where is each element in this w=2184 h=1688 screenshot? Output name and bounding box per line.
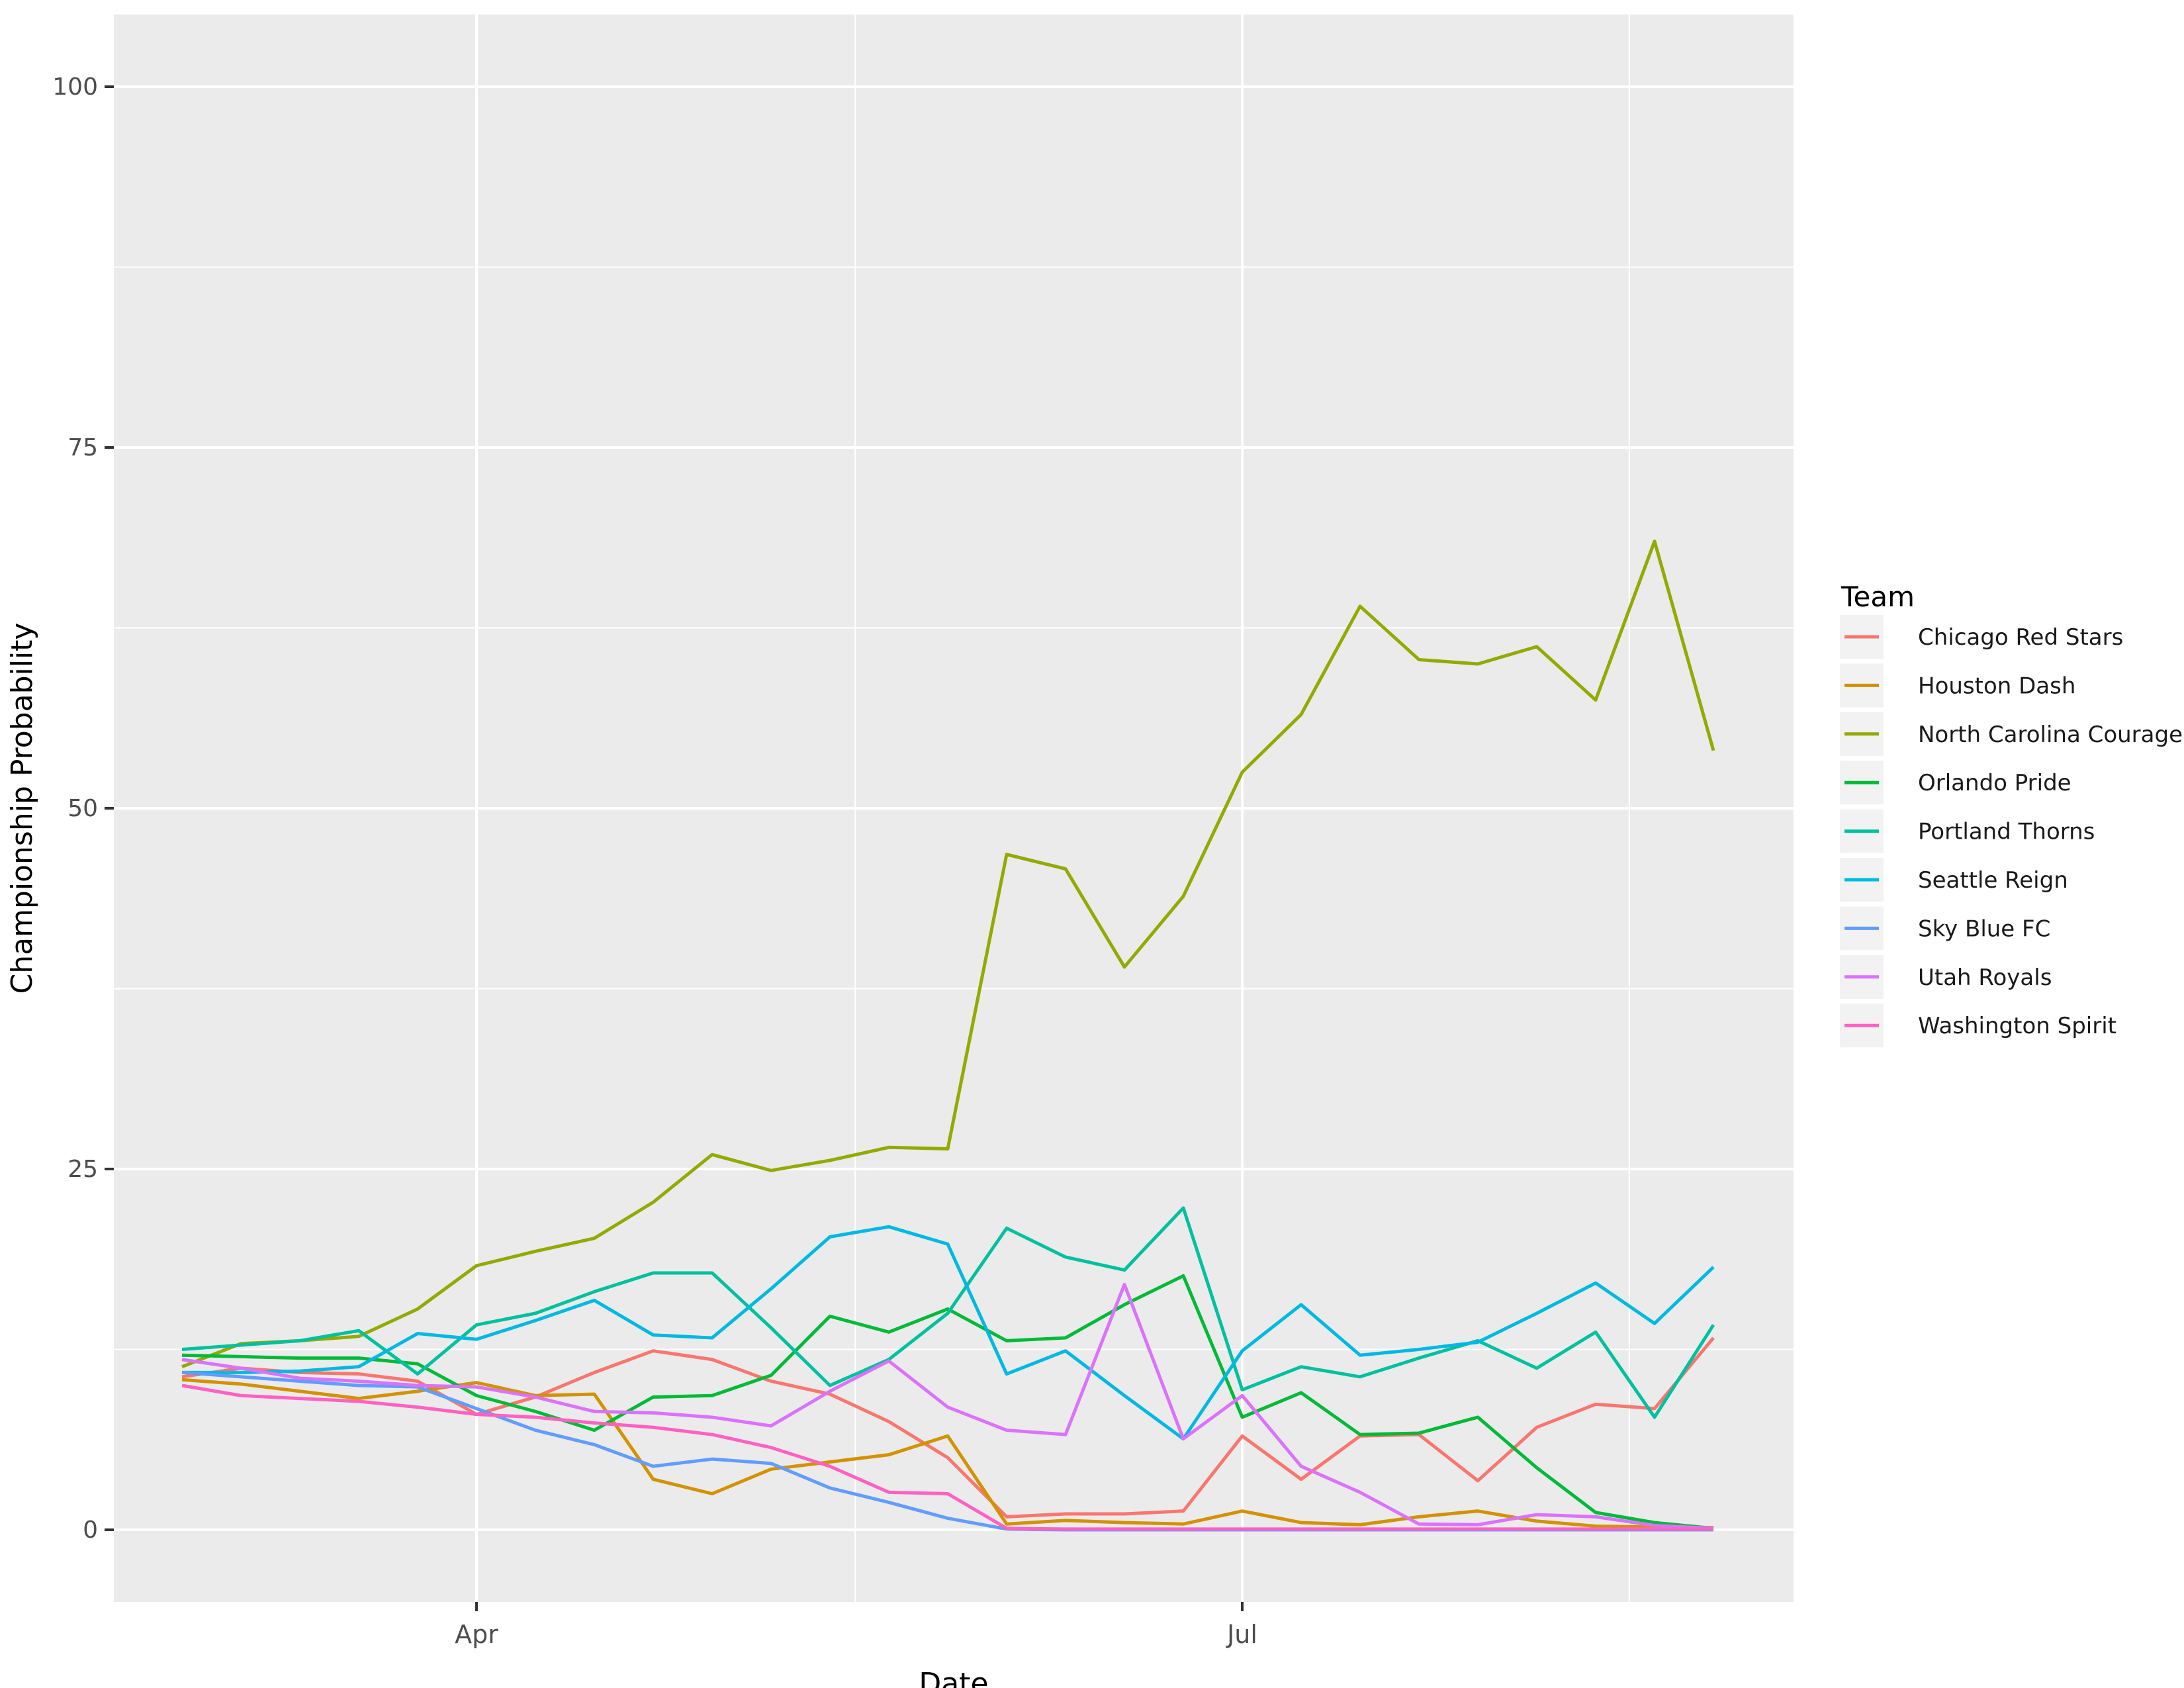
legend-label-chicago-red-stars: Chicago Red Stars: [1918, 624, 2123, 651]
legend-entry-chicago-red-stars: Chicago Red Stars: [1840, 615, 2123, 659]
legend-label-orlando-pride: Orlando Pride: [1918, 770, 2071, 796]
legend-entry-portland-thorns: Portland Thorns: [1840, 809, 2095, 853]
x-axis-tick-labels: Apr Jul: [455, 1620, 1257, 1649]
axis-ticks: [105, 85, 1244, 1611]
series-line-washington-spirit: [181, 1383, 1713, 1531]
series-line-houston-dash: [181, 1378, 1714, 1530]
legend-label-seattle-reign: Seattle Reign: [1918, 867, 2068, 894]
legend-entry-houston-dash: Houston Dash: [1840, 663, 2075, 708]
x-axis-title: Date: [919, 1667, 988, 1688]
y-axis-tick-labels: 0 25 50 75 100: [52, 73, 98, 1544]
legend: Team Chicago Red Stars Houston Dash North …: [1840, 581, 2183, 1048]
legend-title: Team: [1841, 581, 1915, 613]
y-axis-tick-label: 75: [68, 434, 98, 461]
x-axis-tick-label: Apr: [455, 1620, 498, 1649]
series-line-chicago-red-stars: [181, 1336, 1715, 1519]
legend-label-north-carolina-courage: North Carolina Courage: [1918, 722, 2183, 748]
legend-entry-orlando-pride: Orlando Pride: [1840, 761, 2071, 805]
legend-label-utah-royals: Utah Royals: [1918, 964, 2052, 991]
series-line-north-carolina-courage: [181, 539, 1715, 1368]
series-line-utah-royals: [181, 1282, 1714, 1530]
legend-entry-utah-royals: Utah Royals: [1840, 955, 2052, 999]
x-axis-tick-label: Jul: [1226, 1620, 1257, 1649]
series-line-portland-thorns: [181, 1206, 1715, 1419]
legend-label-portland-thorns: Portland Thorns: [1918, 819, 2095, 845]
series-line-orlando-pride: [181, 1274, 1714, 1530]
legend-label-houston-dash: Houston Dash: [1918, 673, 2075, 699]
legend-entry-washington-spirit: Washington Spirit: [1840, 1004, 2116, 1048]
y-axis-tick-label: 25: [68, 1156, 98, 1183]
legend-label-sky-blue-fc: Sky Blue FC: [1918, 915, 2050, 942]
y-axis-tick-label: 0: [83, 1517, 98, 1544]
y-axis-tick-label: 100: [52, 73, 98, 101]
legend-entry-north-carolina-courage: North Carolina Courage: [1840, 712, 2183, 756]
series-line-seattle-reign: [182, 1225, 1715, 1441]
series-lines: [181, 539, 1715, 1532]
y-axis-title: Championship Probability: [5, 623, 39, 994]
legend-label-washington-spirit: Washington Spirit: [1918, 1013, 2116, 1039]
y-axis-tick-label: 50: [68, 795, 98, 822]
legend-entry-sky-blue-fc: Sky Blue FC: [1840, 906, 2050, 951]
legend-entry-seattle-reign: Seattle Reign: [1840, 858, 2068, 902]
legend-entries: Chicago Red Stars Houston Dash North Carol…: [1840, 615, 2183, 1048]
